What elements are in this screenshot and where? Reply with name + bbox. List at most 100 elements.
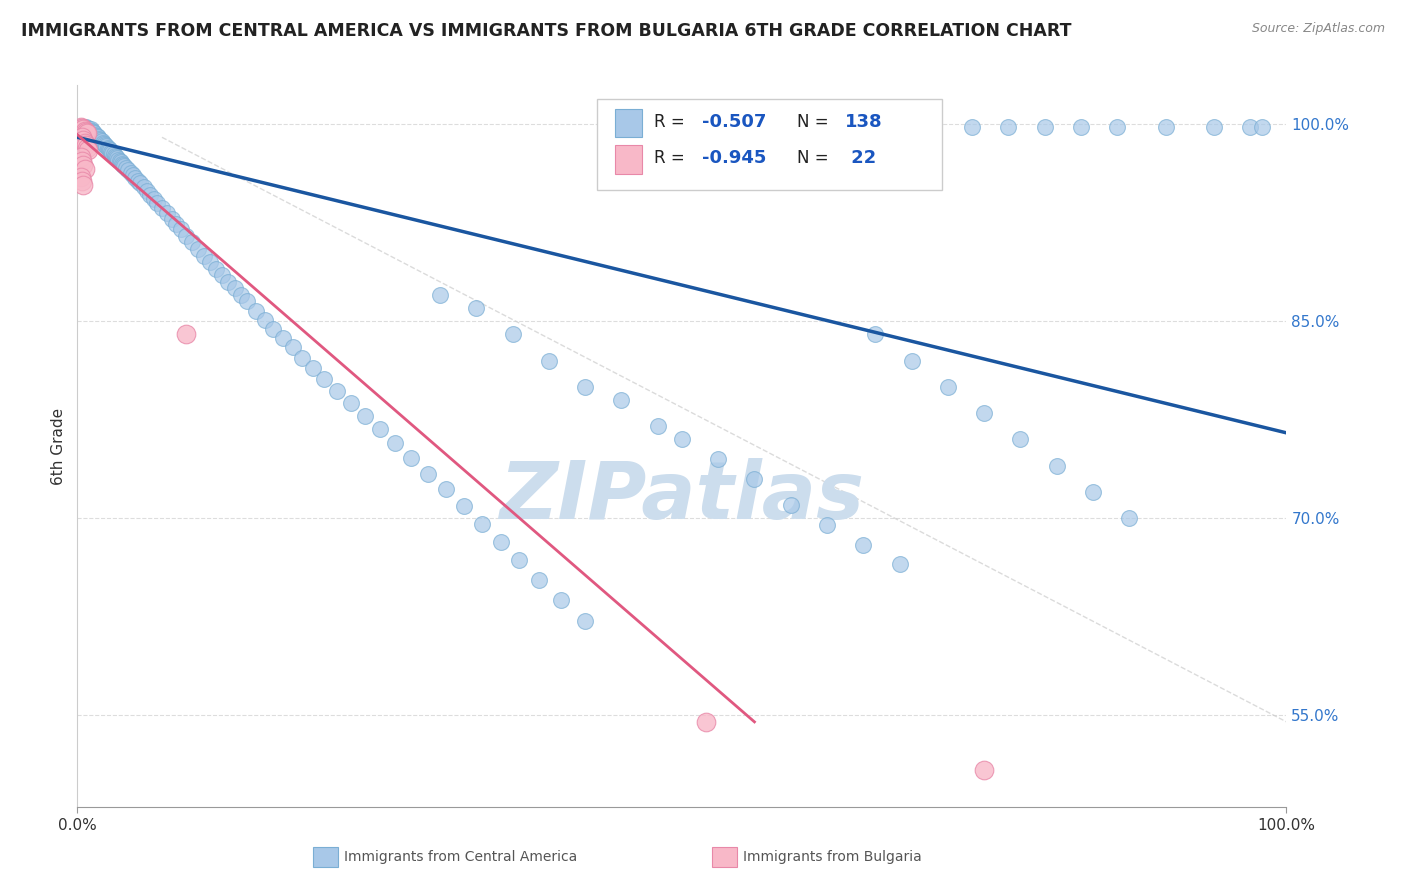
Point [973, 406, 995, 420]
Point [96, 141, 118, 155]
Point [489, 535, 512, 549]
Point [453, 500, 475, 514]
Point [537, 353, 560, 368]
Point [75, 125, 97, 139]
Point [72, 133, 94, 147]
Point [114, 161, 136, 175]
Point [271, 331, 294, 345]
Point [83, 126, 105, 140]
Point [72, 178, 94, 192]
Point [70, 130, 93, 145]
Point [70, 121, 93, 136]
Point [302, 361, 325, 376]
Point [170, 222, 193, 236]
Point [142, 192, 165, 206]
Point [200, 255, 222, 269]
Point [70, 120, 93, 134]
Point [76, 126, 98, 140]
Point [865, 327, 887, 342]
Point [86, 128, 108, 143]
Point [779, 498, 801, 512]
Point [174, 327, 197, 342]
Point [671, 433, 693, 447]
Point [76, 121, 98, 136]
Point [87, 131, 110, 145]
Point [1081, 485, 1104, 500]
Bar [616, 145, 643, 174]
Point [695, 714, 717, 729]
Point [339, 395, 361, 409]
Point [253, 313, 276, 327]
Point [354, 409, 377, 423]
Point [70, 174, 93, 188]
Point [70, 120, 93, 134]
Point [75, 138, 97, 153]
Point [181, 235, 204, 250]
Point [112, 158, 135, 172]
Point [98, 144, 121, 158]
Point [281, 341, 304, 355]
Point [75, 120, 97, 134]
Text: R =: R = [654, 150, 690, 168]
Point [815, 517, 838, 532]
Point [73, 161, 96, 176]
Point [104, 149, 127, 163]
Point [97, 142, 120, 156]
Point [70, 121, 93, 136]
Point [574, 614, 596, 628]
Point [82, 125, 104, 139]
Point [124, 171, 146, 186]
Point [193, 248, 215, 262]
Text: Source: ZipAtlas.com: Source: ZipAtlas.com [1251, 22, 1385, 36]
Point [235, 294, 257, 309]
Point [465, 301, 488, 315]
Point [416, 467, 439, 481]
Point [508, 553, 530, 567]
Point [368, 422, 391, 436]
Point [384, 436, 406, 450]
Point [107, 153, 129, 167]
Text: N =: N = [797, 113, 834, 131]
Text: 138: 138 [845, 113, 883, 131]
Point [111, 156, 134, 170]
Point [205, 261, 228, 276]
Point [72, 158, 94, 172]
Point [90, 134, 112, 148]
Text: 22: 22 [845, 150, 876, 168]
Point [429, 288, 451, 302]
Point [502, 327, 524, 342]
Point [973, 764, 995, 778]
Point [77, 122, 100, 136]
Point [1033, 120, 1056, 134]
Point [96, 139, 118, 153]
Point [72, 122, 94, 136]
Point [146, 196, 169, 211]
FancyBboxPatch shape [598, 99, 942, 189]
Point [229, 288, 252, 302]
Point [132, 180, 155, 194]
Point [889, 558, 911, 572]
Point [160, 211, 183, 226]
Point [326, 384, 349, 398]
Y-axis label: 6th Grade: 6th Grade [51, 408, 66, 484]
Point [87, 130, 110, 145]
Point [434, 483, 457, 497]
Point [550, 592, 572, 607]
Point [610, 392, 633, 407]
Point [105, 151, 128, 165]
Point [245, 303, 267, 318]
Point [70, 150, 93, 164]
Point [211, 268, 233, 283]
Point [744, 472, 766, 486]
Point [150, 201, 173, 215]
Point [707, 452, 730, 467]
Point [960, 120, 983, 134]
Point [70, 153, 93, 168]
Point [93, 136, 115, 151]
Point [139, 188, 162, 202]
Point [1239, 120, 1261, 134]
Text: ZIPatlas: ZIPatlas [499, 458, 865, 535]
Point [647, 419, 669, 434]
Point [117, 163, 139, 178]
Point [291, 351, 314, 365]
